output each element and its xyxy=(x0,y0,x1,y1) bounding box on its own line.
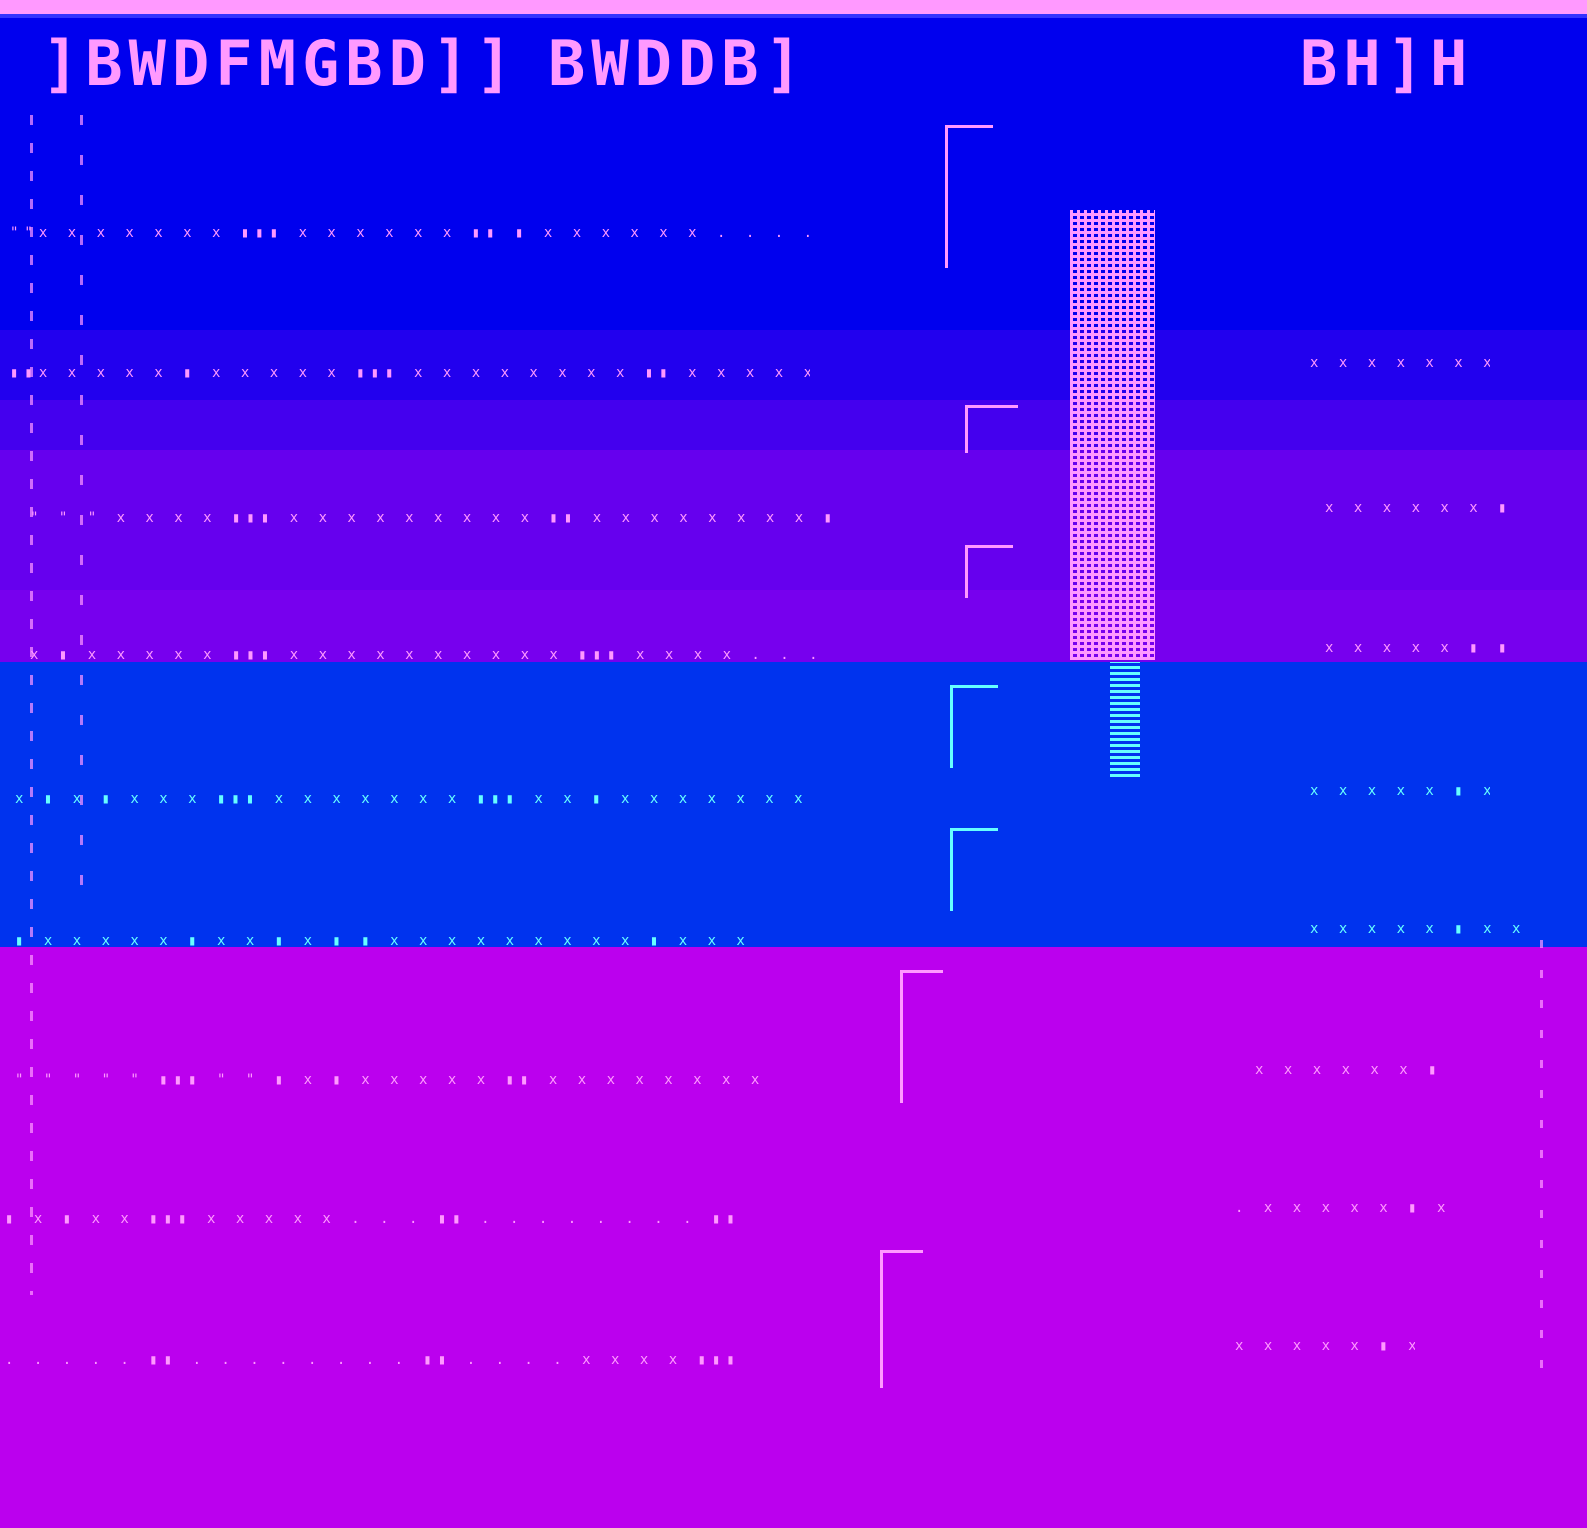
bracket-3 xyxy=(965,545,1013,598)
title-left: ]BWDFMGBD]] xyxy=(42,27,519,100)
bracket-5 xyxy=(950,828,998,911)
top-strip xyxy=(0,0,1587,14)
bracket-2 xyxy=(965,405,1018,453)
right-row-2: x x x x x x ▮▮ xyxy=(1325,500,1505,516)
glyph-row-2: ▮▮x x x x x ▮ x x x x x ▮▮▮ x x x x x x … xyxy=(10,365,810,381)
glyph-row-1: ""x x x x x x x ▮▮▮ x x x x x x ▮▮ ▮ x x… xyxy=(10,225,810,241)
right-row-1: x x x x x x x ▮ xyxy=(1310,355,1490,371)
band-3 xyxy=(0,400,1587,450)
title-mid: BWDDB] xyxy=(548,27,808,100)
glyph-row-6: ▮ x x x x x ▮ x x ▮ x ▮ ▮ x x x x x x x … xyxy=(15,933,751,949)
left-tick-column-2 xyxy=(80,115,83,915)
right-row-6: x x x x x x ▮ x xyxy=(1255,1062,1435,1078)
left-tick-column xyxy=(30,115,33,1295)
band-7 xyxy=(0,947,1587,1528)
right-row-7: . x x x x x ▮ x xyxy=(1235,1200,1452,1216)
band-4 xyxy=(0,450,1587,590)
title-right: BH]H xyxy=(1300,27,1474,100)
right-row-3: x x x x x ▮ ▮ xyxy=(1325,640,1505,656)
top-rule xyxy=(0,14,1587,18)
glyph-tower-lower xyxy=(1110,662,1140,777)
band-1 xyxy=(0,0,1587,330)
glyph-tower xyxy=(1070,210,1155,660)
glyph-row-5: x ▮ x ▮ x x x ▮▮▮ x x x x x x x ▮▮▮ x x … xyxy=(15,791,815,807)
glyph-row-7: " " " " " ▮▮▮ " " ▮ x ▮ x x x x x ▮▮ x x… xyxy=(15,1072,775,1088)
glyph-row-3: " " " x x x x ▮▮▮ x x x x x x x x x ▮▮ x… xyxy=(30,510,830,526)
right-tick-column xyxy=(1540,940,1543,1380)
glyph-row-9: . . . . . ▮▮ . . . . . . . . ▮▮ . . . . … xyxy=(5,1352,735,1368)
right-row-8: x x x x x ▮ x xyxy=(1235,1338,1415,1354)
glyph-row-4: x ▮ x x x x x ▮▮▮ x x x x x x x x x x ▮▮… xyxy=(30,647,830,663)
right-row-4: x x x x x ▮ x x xyxy=(1310,783,1490,799)
band-6 xyxy=(0,662,1587,947)
bracket-7 xyxy=(880,1250,923,1388)
band-2 xyxy=(0,330,1587,400)
bracket-4 xyxy=(950,685,998,768)
band-5 xyxy=(0,590,1587,662)
glyph-row-8: ▮ x ▮ x x ▮▮▮ x x x x x . . . ▮▮ . . . .… xyxy=(5,1211,735,1227)
bracket-6 xyxy=(900,970,943,1103)
right-row-5: x x x x x ▮ x x ▮ xyxy=(1310,921,1540,937)
bracket-1 xyxy=(945,125,993,268)
